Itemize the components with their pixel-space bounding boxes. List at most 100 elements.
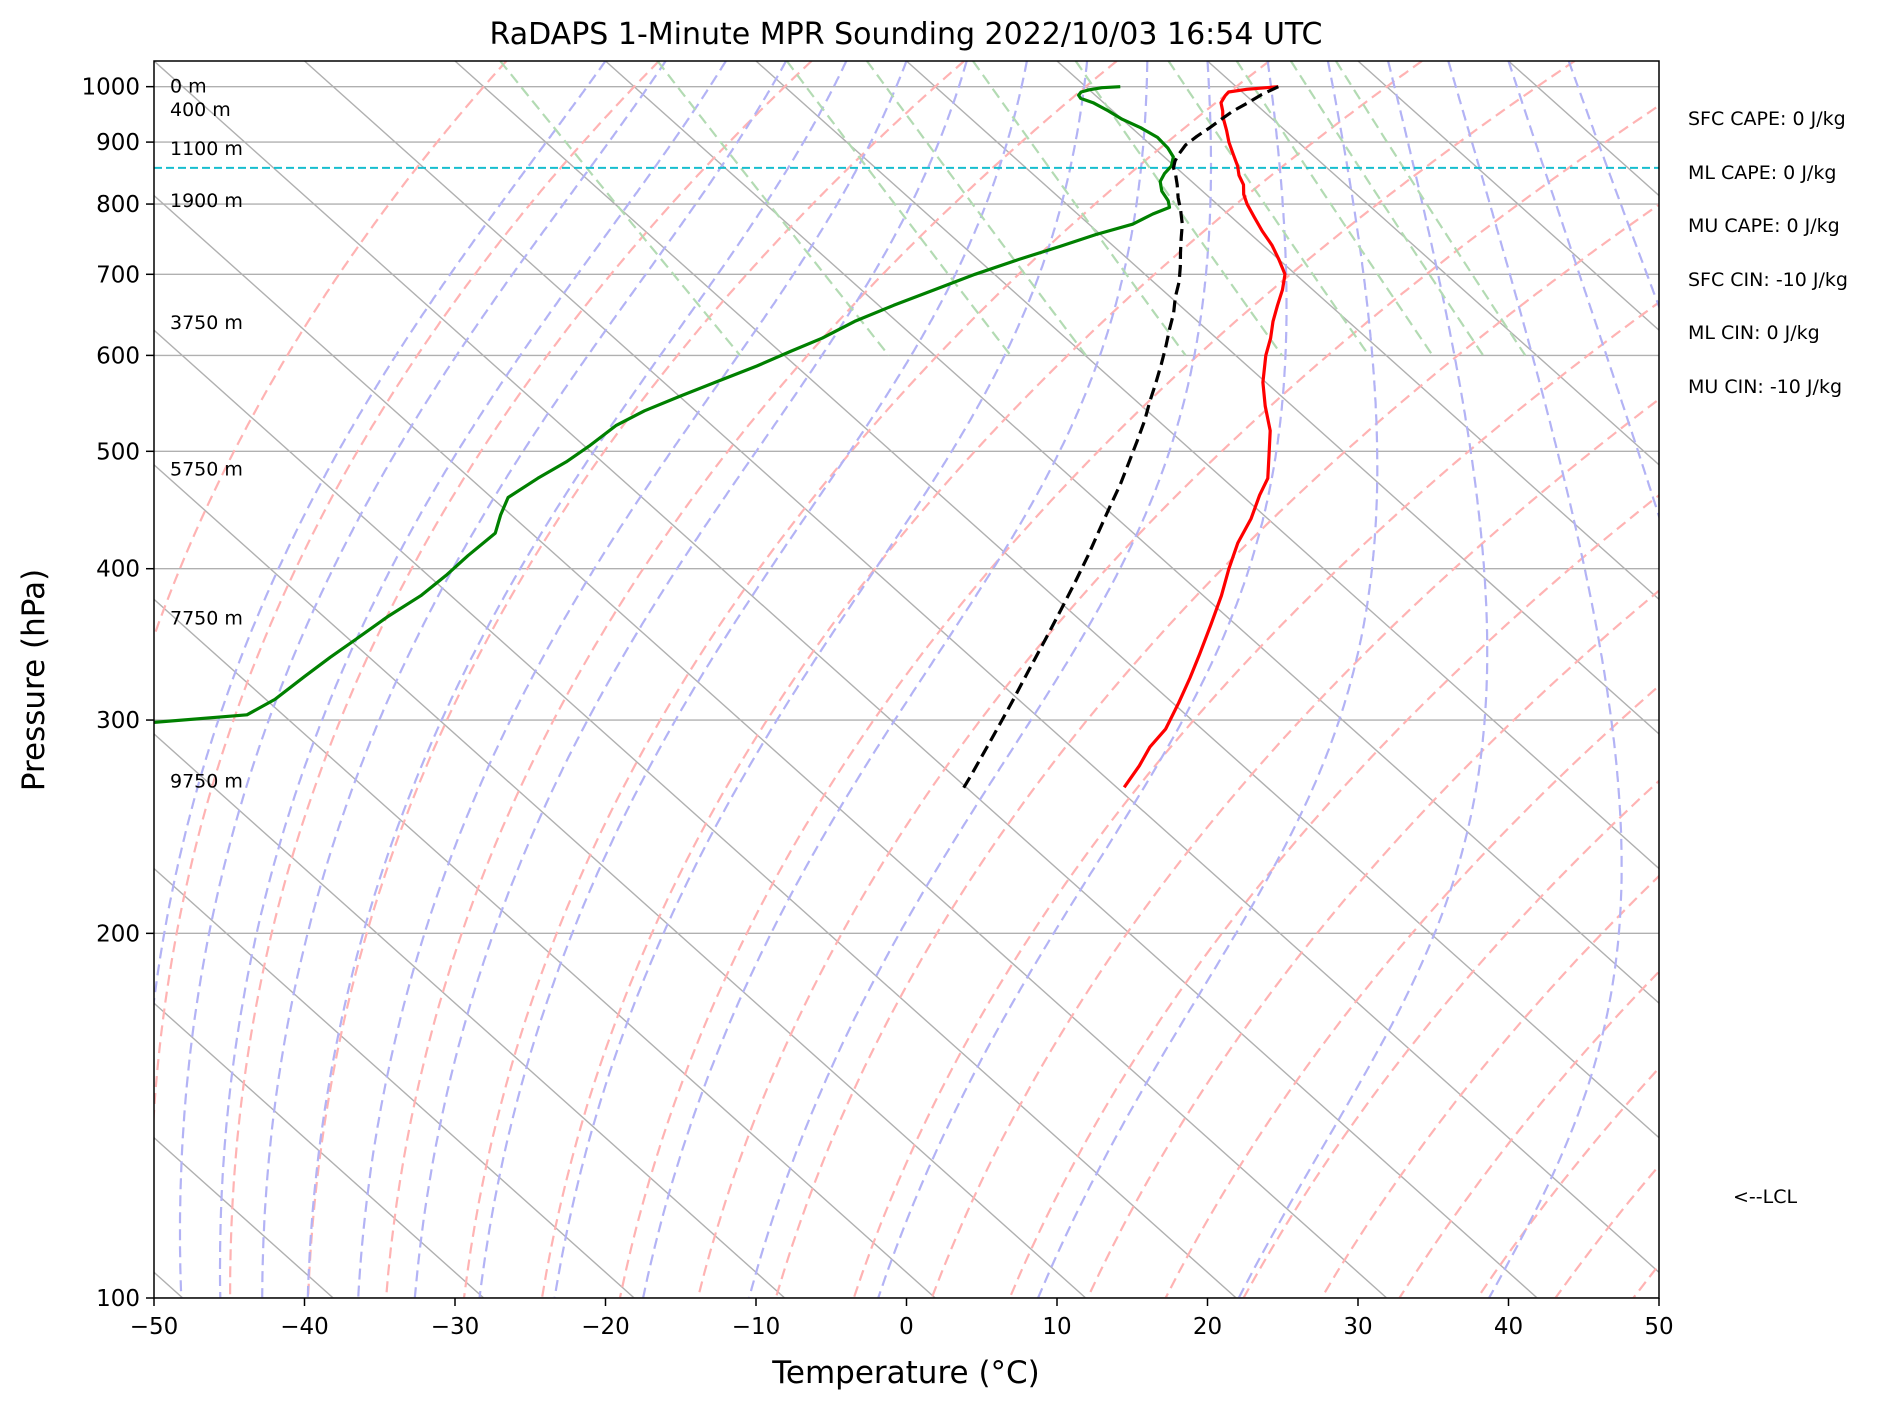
isotherm bbox=[154, 61, 1538, 1298]
sounding-traces bbox=[154, 85, 1287, 793]
isotherm bbox=[755, 61, 1659, 870]
height-label: 5750 m bbox=[170, 459, 243, 481]
height-label: 400 m bbox=[170, 99, 231, 121]
y-axis-label: Pressure (hPa) bbox=[16, 569, 52, 791]
moist-adiabat bbox=[1237, 61, 1489, 1298]
dry-adiabat bbox=[154, 61, 508, 640]
isotherm bbox=[906, 61, 1659, 735]
y-axis: 1000 900 800 700 600 500 400 300 200 100 bbox=[81, 75, 154, 1312]
isotherm bbox=[1357, 61, 1659, 332]
mixing-ratio-lines bbox=[499, 61, 1527, 357]
sfc-cape-value: SFC CAPE: 0 J/kg bbox=[1688, 108, 1846, 130]
mixing-ratio-line bbox=[1289, 61, 1485, 357]
mu-cape-value: MU CAPE: 0 J/kg bbox=[1688, 215, 1840, 238]
dry-adiabat bbox=[618, 61, 1576, 1298]
moist-adiabat bbox=[877, 61, 1288, 1298]
mixing-ratio-line bbox=[1335, 61, 1527, 357]
mixing-ratio-line bbox=[499, 61, 741, 357]
y-tick-label: 300 bbox=[96, 708, 140, 734]
mixing-ratio-line bbox=[1167, 61, 1370, 357]
dry-adiabat bbox=[154, 61, 660, 1130]
y-tick-label: 400 bbox=[96, 557, 140, 583]
moist-adiabat bbox=[1036, 61, 1379, 1298]
dry-adiabats bbox=[154, 61, 1659, 1298]
height-label: 1900 m bbox=[170, 190, 243, 212]
isotherm bbox=[304, 61, 1659, 1274]
y-tick-label: 200 bbox=[96, 921, 140, 947]
dry-adiabat bbox=[229, 61, 813, 1298]
moist-adiabats bbox=[154, 61, 1659, 1298]
y-tick-label: 700 bbox=[96, 262, 140, 288]
dry-adiabat bbox=[774, 203, 1659, 1298]
x-tick-label: 50 bbox=[1644, 1314, 1673, 1340]
height-label: 0 m bbox=[170, 76, 207, 98]
isotherm bbox=[154, 329, 1237, 1298]
moist-adiabat bbox=[478, 61, 1028, 1298]
y-tick-label: 900 bbox=[96, 130, 140, 156]
y-tick-label: 800 bbox=[96, 192, 140, 218]
dry-adiabat bbox=[1164, 684, 1659, 1298]
isotherms bbox=[154, 61, 1659, 1298]
height-label: 3750 m bbox=[170, 312, 243, 334]
chart-title: RaDAPS 1-Minute MPR Sounding 2022/10/03 … bbox=[490, 17, 1323, 52]
isotherm bbox=[605, 61, 1659, 1005]
moist-adiabat bbox=[1507, 61, 1659, 520]
isotherm bbox=[154, 598, 936, 1298]
isotherm bbox=[454, 61, 1659, 1139]
moist-adiabat bbox=[1447, 61, 1623, 1298]
dry-adiabat bbox=[696, 104, 1659, 1298]
x-tick-label: 0 bbox=[899, 1314, 914, 1340]
isotherm bbox=[154, 1002, 485, 1298]
ml-cape-value: ML CAPE: 0 J/kg bbox=[1688, 161, 1837, 184]
mu-cin-value: MU CIN: -10 J/kg bbox=[1688, 375, 1843, 398]
moist-adiabat bbox=[748, 61, 1213, 1298]
isotherm bbox=[154, 194, 1388, 1298]
isotherm bbox=[154, 463, 1087, 1298]
x-tick-label: 30 bbox=[1343, 1314, 1372, 1340]
mixing-ratio-line bbox=[656, 61, 890, 357]
height-label: 1100 m bbox=[170, 138, 243, 160]
y-tick-label: 100 bbox=[96, 1286, 140, 1312]
moist-adiabat bbox=[553, 61, 1089, 1298]
mixing-ratio-line bbox=[972, 61, 1187, 357]
height-label: 7750 m bbox=[170, 607, 243, 629]
temperature-trace bbox=[1122, 85, 1287, 789]
dry-adiabat bbox=[385, 61, 1118, 1298]
height-label: 9750 m bbox=[170, 770, 243, 792]
plot-frame bbox=[153, 60, 1660, 1299]
x-axis-label: Temperature (°C) bbox=[771, 1355, 1040, 1391]
moist-adiabat bbox=[642, 61, 1149, 1298]
moist-adiabat bbox=[178, 61, 667, 1298]
dry-adiabat bbox=[307, 61, 965, 1298]
x-tick-label: 10 bbox=[1042, 1314, 1071, 1340]
dry-adiabat bbox=[930, 397, 1659, 1298]
x-tick-label: −10 bbox=[732, 1314, 781, 1340]
y-tick-label: 600 bbox=[96, 343, 140, 369]
dry-adiabat bbox=[540, 61, 1423, 1298]
x-tick-label: 20 bbox=[1193, 1314, 1222, 1340]
mixing-ratio-line bbox=[1074, 61, 1283, 357]
parcel-trace bbox=[960, 85, 1279, 793]
isotherm bbox=[1056, 61, 1659, 601]
stability-indices: SFC CAPE: 0 J/kg ML CAPE: 0 J/kg MU CAPE… bbox=[1688, 108, 1878, 430]
x-tick-label: −40 bbox=[280, 1314, 329, 1340]
moist-adiabat bbox=[413, 61, 968, 1298]
dry-adiabat bbox=[1086, 589, 1659, 1298]
moist-adiabat bbox=[1567, 61, 1659, 310]
x-tick-label: −30 bbox=[431, 1314, 480, 1340]
moist-adiabat bbox=[261, 61, 788, 1298]
sfc-cin-value: SFC CIN: -10 J/kg bbox=[1688, 268, 1848, 291]
moist-adiabat bbox=[218, 61, 727, 1298]
isotherm bbox=[1207, 61, 1659, 466]
x-tick-label: −20 bbox=[581, 1314, 630, 1340]
x-tick-label: 40 bbox=[1494, 1314, 1523, 1340]
mixing-ratio-line bbox=[866, 61, 1087, 357]
dry-adiabat bbox=[462, 61, 1271, 1298]
y-tick-label: 500 bbox=[96, 439, 140, 465]
dry-adiabat bbox=[852, 301, 1659, 1298]
mixing-ratio-line bbox=[785, 61, 1012, 357]
isotherm bbox=[154, 867, 635, 1298]
